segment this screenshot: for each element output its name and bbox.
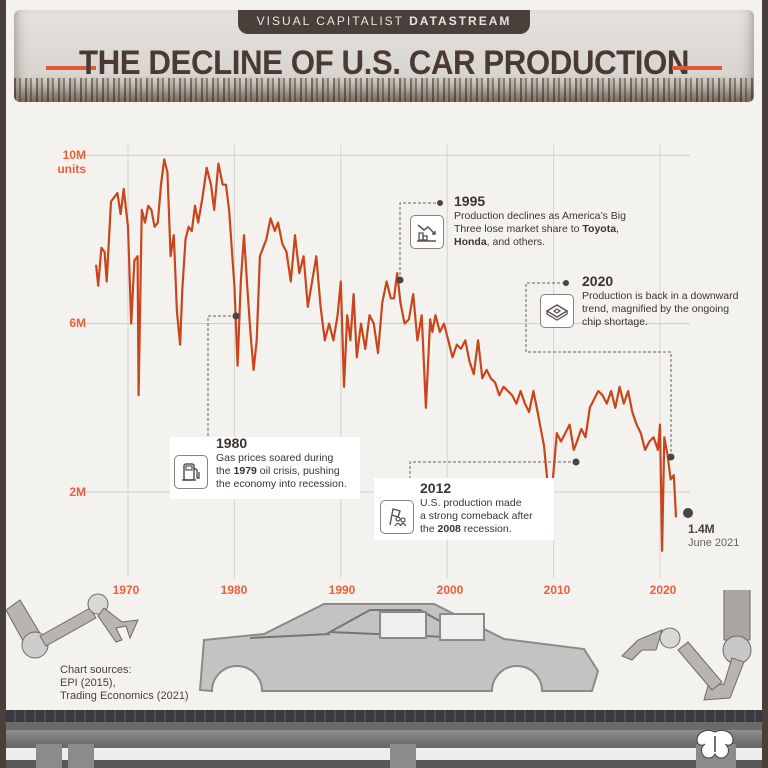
annotation-1995: 1995 Production declines as America’s Bi… — [406, 193, 632, 253]
leader-1995 — [399, 202, 440, 280]
annotation-1980: 1980 Gas prices soared during the 1979 o… — [170, 435, 360, 499]
brand-prefix: VISUAL CAPITALIST — [256, 14, 404, 28]
annotation-2020: 2020 Production is back in a downward tr… — [540, 273, 740, 335]
protest-flag-icon — [380, 500, 414, 534]
title-banner: VISUAL CAPITALIST DATASTREAM THE DECLINE… — [14, 10, 754, 102]
leader-2020 — [525, 282, 672, 457]
conveyor-leg — [36, 744, 62, 768]
x-tick-2010: 2010 — [543, 583, 571, 597]
x-tick-1970: 1970 — [112, 583, 140, 597]
annotation-dot — [683, 508, 693, 518]
latest-value-label: 1.4M June 2021 — [688, 522, 740, 550]
annotation-year: 2020 — [582, 273, 614, 289]
annotation-2012: 2012 U.S. production made a strong comeb… — [374, 478, 554, 540]
conveyor-belt-surface — [6, 710, 762, 722]
y-tick-10m: 10M units — [57, 148, 86, 176]
conveyor-base — [6, 760, 762, 768]
x-tick-2020: 2020 — [649, 583, 677, 597]
microchip-icon — [540, 294, 574, 328]
title-rule-right — [672, 66, 722, 70]
declining-chart-icon — [410, 215, 444, 249]
x-tick-2000: 2000 — [436, 583, 464, 597]
annotation-dot — [563, 280, 569, 286]
page-title: THE DECLINE OF U.S. CAR PRODUCTION — [79, 44, 689, 82]
annotation-year: 1980 — [216, 435, 248, 451]
robot-arm-right-icon — [621, 590, 752, 701]
assembly-illustration — [5, 590, 752, 701]
conveyor-leg — [390, 744, 416, 768]
gas-pump-icon — [174, 455, 208, 489]
title-rule-left — [46, 66, 96, 70]
chart-sources: Chart sources: EPI (2015), Trading Economi… — [60, 664, 189, 702]
annotation-year: 2012 — [420, 480, 452, 496]
annotation-dot — [572, 458, 580, 466]
x-tick-1990: 1990 — [328, 583, 356, 597]
y-tick-6m: 6M — [69, 316, 86, 330]
annotation-dot — [437, 200, 443, 206]
visual-capitalist-logo-icon — [696, 729, 734, 759]
annotation-year: 1995 — [454, 193, 486, 209]
annotation-dot — [667, 453, 675, 461]
car-body-frame-icon — [198, 603, 600, 693]
conveyor-leg — [68, 744, 94, 768]
leader-1980 — [207, 315, 236, 443]
x-tick-1980: 1980 — [220, 583, 248, 597]
banner-grunge-texture — [14, 78, 754, 102]
annotation-dot — [396, 276, 404, 284]
conveyor-rail — [6, 730, 762, 744]
brand-tab: VISUAL CAPITALIST DATASTREAM — [238, 10, 530, 34]
production-line — [95, 158, 678, 552]
annotation-dot — [232, 312, 240, 320]
conveyor-gap — [6, 748, 762, 760]
robot-arm-left-icon — [5, 593, 139, 659]
y-tick-2m: 2M — [69, 485, 86, 499]
leader-2012 — [409, 461, 576, 484]
conveyor-belt — [6, 710, 762, 768]
brand-suffix: DATASTREAM — [409, 14, 512, 28]
annotation-leaders — [207, 202, 672, 484]
